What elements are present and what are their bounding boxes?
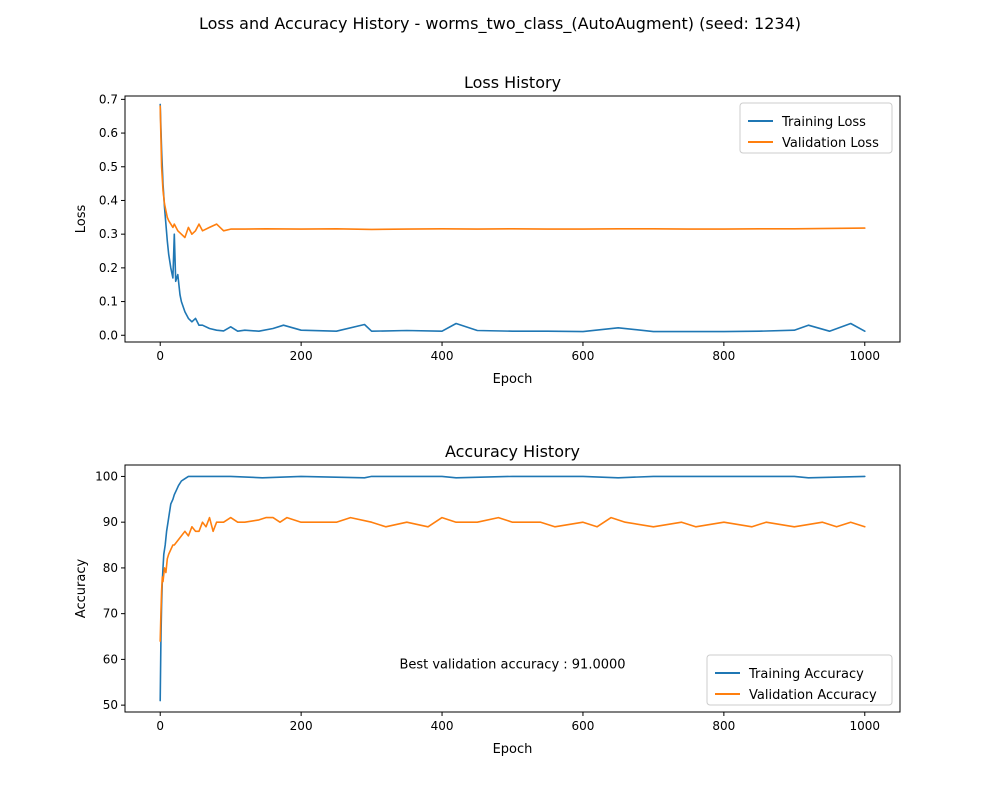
- chart-1-xtick-label: 400: [431, 719, 454, 733]
- chart-1-ytick-label: 80: [103, 561, 118, 575]
- chart-0-title: Loss History: [464, 73, 561, 92]
- chart-0-legend-label-training-loss: Training Loss: [781, 115, 866, 130]
- chart-0-ylabel: Loss: [74, 205, 89, 234]
- accuracy-history-chart: Accuracy History 0 200 400 600 800 1000 50 60 70 8…: [74, 442, 901, 757]
- chart-1-annotation: Best validation accuracy : 91.0000: [399, 657, 625, 672]
- chart-1-ytick-label: 50: [103, 698, 118, 712]
- chart-0-xtick-label: 600: [572, 349, 595, 363]
- chart-0-ytick-label: 0.1: [99, 295, 118, 309]
- chart-1-legend-frame: [706, 654, 893, 706]
- chart-1-plot-frame: [124, 464, 901, 713]
- chart-1-ytick-label: 100: [95, 469, 118, 483]
- chart-0-plot-frame: [124, 95, 901, 343]
- chart-1-title: Accuracy History: [445, 442, 580, 461]
- chart-1-xlabel: Epoch: [493, 742, 533, 757]
- chart-1-legend: Training Accuracy Validation Accuracy: [706, 654, 893, 706]
- chart-1-ytick-label: 60: [103, 652, 118, 666]
- loss-history-chart: Loss History 0 200 400 600 800 1000 0.0 0.1 0.2 0.…: [74, 73, 901, 387]
- chart-0-ytick-label: 0.2: [99, 261, 118, 275]
- chart-1-series-validation-accuracy: [159, 516, 866, 642]
- chart-0-xlabel: Epoch: [493, 372, 533, 387]
- chart-0-series-training-loss: [159, 103, 866, 333]
- chart-1-ytick-label: 90: [103, 515, 118, 529]
- chart-0-ytick-label: 0.5: [99, 160, 118, 174]
- chart-0-legend: Training Loss Validation Loss: [739, 102, 893, 154]
- chart-0-xtick-label: 1000: [849, 349, 880, 363]
- chart-0-xtick-label: 200: [290, 349, 313, 363]
- chart-0-legend-label-validation-loss: Validation Loss: [782, 136, 879, 151]
- chart-0-xtick-label: 0: [156, 349, 164, 363]
- chart-1-xtick-label: 800: [712, 719, 735, 733]
- chart-0-ytick-label: 0.0: [99, 328, 118, 342]
- chart-0-xtick-label: 800: [712, 349, 735, 363]
- chart-1-ytick-label: 70: [103, 607, 118, 621]
- figure-suptitle: Loss and Accuracy History - worms_two_cl…: [199, 14, 801, 34]
- chart-1-xtick-label: 600: [572, 719, 595, 733]
- chart-0-ytick-label: 0.6: [99, 126, 118, 140]
- chart-1-legend-label-training-accuracy: Training Accuracy: [748, 667, 864, 682]
- chart-0-xtick-label: 400: [431, 349, 454, 363]
- chart-1-xtick-label: 0: [156, 719, 164, 733]
- chart-0-ytick-label: 0.3: [99, 227, 118, 241]
- chart-1-series-training-accuracy: [159, 475, 866, 702]
- chart-1-ylabel: Accuracy: [74, 559, 89, 619]
- chart-1-xtick-label: 200: [290, 719, 313, 733]
- chart-1-legend-label-validation-accuracy: Validation Accuracy: [749, 688, 877, 703]
- chart-0-ytick-label: 0.4: [99, 193, 118, 207]
- chart-1-xtick-label: 1000: [849, 719, 880, 733]
- chart-0-ytick-label: 0.7: [99, 92, 118, 106]
- chart-0-series-validation-loss: [159, 105, 866, 239]
- chart-0-legend-frame: [739, 102, 893, 154]
